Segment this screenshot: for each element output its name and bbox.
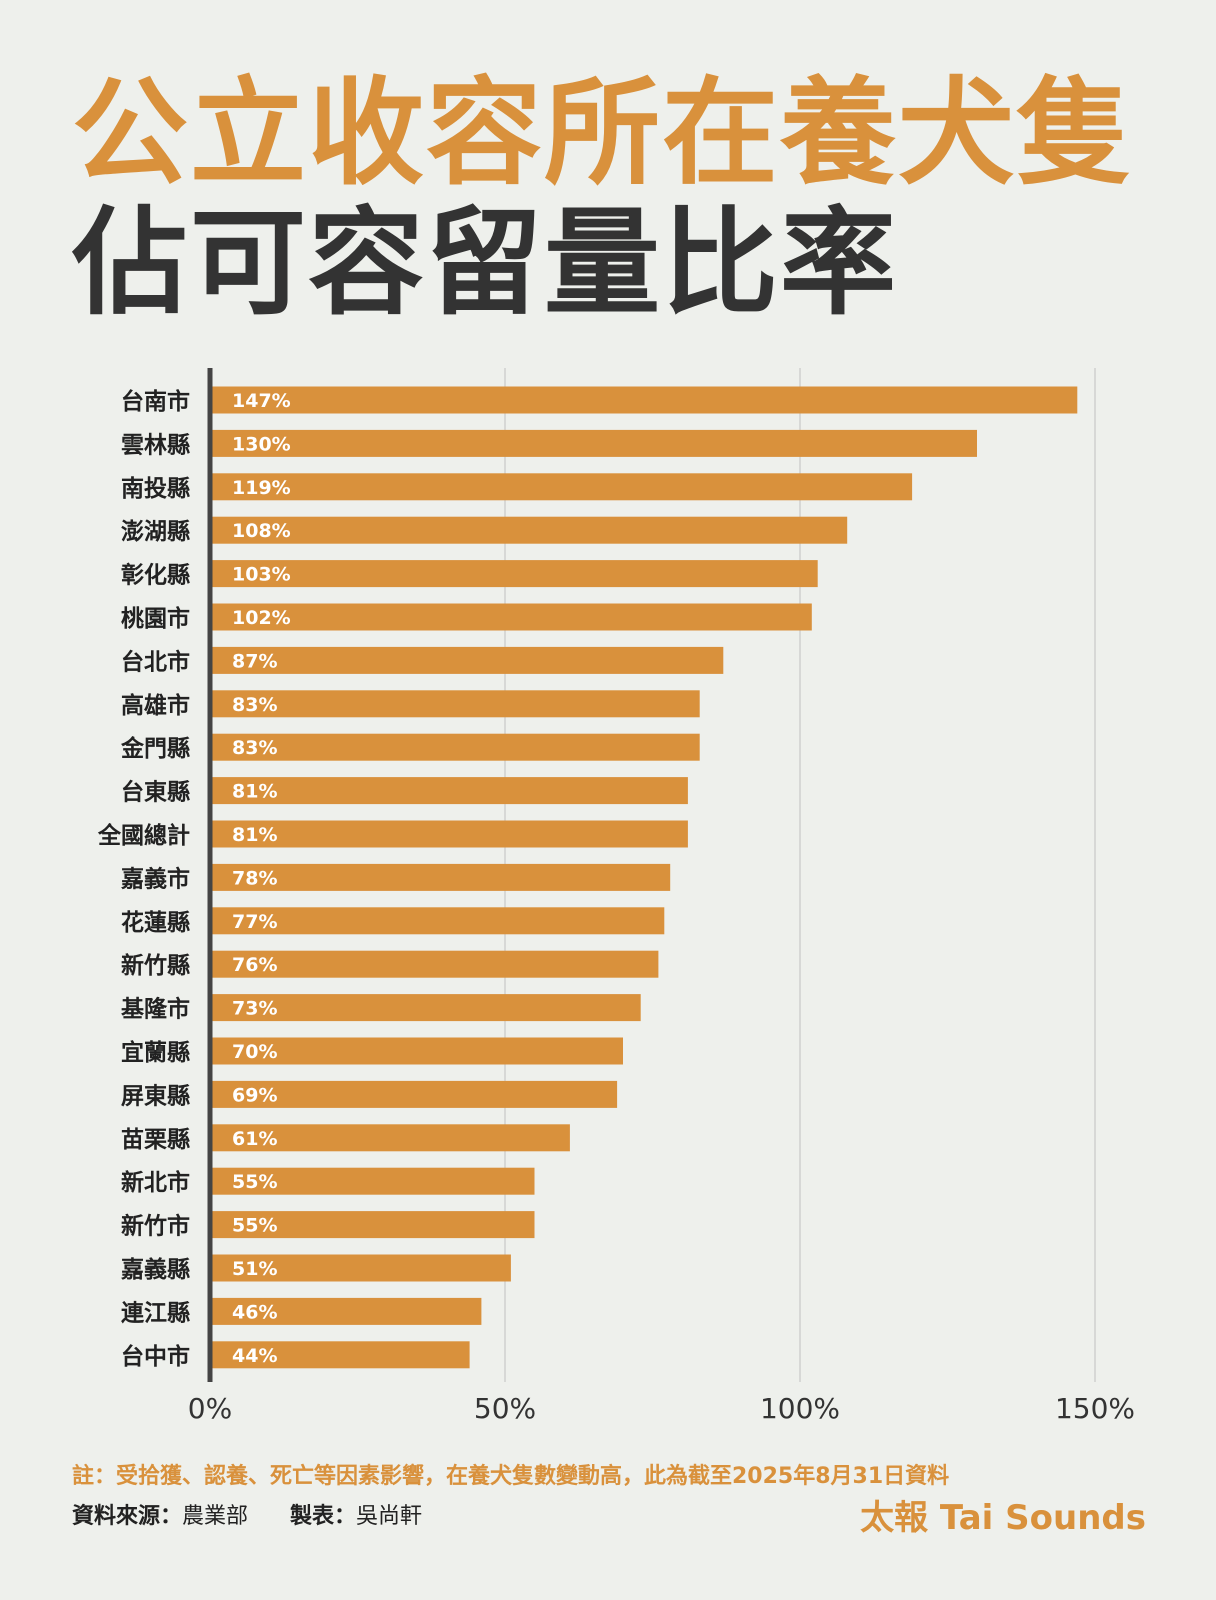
bar-value-label-19: 55% bbox=[232, 1215, 277, 1237]
author-key: 製表： bbox=[290, 1504, 357, 1529]
category-label-21: 連江縣 bbox=[121, 1300, 190, 1326]
category-label-22: 台中市 bbox=[121, 1343, 190, 1370]
bar-10 bbox=[210, 820, 688, 848]
category-label-17: 苗栗縣 bbox=[121, 1127, 190, 1153]
category-label-0: 台南市 bbox=[121, 388, 190, 415]
category-label-3: 澎湖縣 bbox=[121, 519, 190, 545]
bar-4 bbox=[210, 560, 818, 588]
category-label-5: 桃園市 bbox=[121, 605, 190, 632]
category-label-20: 嘉義縣 bbox=[121, 1256, 190, 1283]
x-tick-label-3: 150% bbox=[1055, 1392, 1135, 1425]
source-key: 資料來源： bbox=[72, 1504, 183, 1529]
bar-chart: 147% 台南市 130% 雲林縣 119% 南投縣 108% 澎湖縣 103% 彰化縣 102% 桃… bbox=[97, 368, 1135, 1425]
bar-8 bbox=[210, 733, 700, 761]
bar-value-label-2: 119% bbox=[232, 477, 291, 499]
category-label-15: 宜蘭縣 bbox=[121, 1039, 190, 1066]
bar-12 bbox=[210, 907, 665, 935]
bar-value-label-10: 81% bbox=[232, 824, 277, 846]
category-label-19: 新竹市 bbox=[121, 1213, 190, 1240]
bar-value-label-12: 77% bbox=[232, 911, 277, 933]
footnote: 註：受拾獲、認養、死亡等因素影響，在養犬隻數變動高，此為截至2025年8月31日… bbox=[72, 1464, 950, 1489]
category-label-18: 新北市 bbox=[121, 1169, 190, 1196]
bar-value-label-16: 69% bbox=[232, 1084, 277, 1106]
page-title-line1: 公立收容所在養犬隻 bbox=[72, 66, 1134, 201]
category-label-12: 花蓮縣 bbox=[121, 910, 190, 936]
brand-logo-text: 太報 Tai Sounds bbox=[860, 1498, 1146, 1538]
bar-value-label-5: 102% bbox=[232, 607, 291, 629]
x-tick-label-2: 100% bbox=[760, 1392, 840, 1425]
bar-11 bbox=[210, 863, 671, 891]
bar-1 bbox=[210, 429, 977, 457]
bar-value-label-15: 70% bbox=[232, 1041, 277, 1063]
bar-3 bbox=[210, 516, 848, 544]
bar-0 bbox=[210, 386, 1078, 414]
bar-9 bbox=[210, 777, 688, 805]
x-tick-label-1: 50% bbox=[474, 1392, 536, 1425]
bar-22 bbox=[210, 1341, 470, 1369]
bar-value-label-1: 130% bbox=[232, 433, 291, 455]
bar-value-label-20: 51% bbox=[232, 1258, 277, 1280]
bar-value-label-13: 76% bbox=[232, 954, 277, 976]
category-label-6: 台北市 bbox=[121, 648, 190, 675]
category-label-14: 基隆市 bbox=[121, 996, 190, 1023]
bar-value-label-7: 83% bbox=[232, 694, 277, 716]
bar-value-label-17: 61% bbox=[232, 1128, 277, 1150]
category-label-16: 屏東縣 bbox=[121, 1083, 190, 1109]
bar-2 bbox=[210, 473, 913, 501]
page-title-line2: 佔可容留量比率 bbox=[72, 196, 898, 331]
author-value: 吳尚軒 bbox=[356, 1504, 423, 1529]
bar-17 bbox=[210, 1124, 570, 1152]
category-label-9: 台東縣 bbox=[121, 779, 190, 806]
bar-value-label-4: 103% bbox=[232, 564, 291, 586]
bar-value-label-8: 83% bbox=[232, 737, 277, 759]
category-label-2: 南投縣 bbox=[121, 476, 190, 502]
source-value: 農業部 bbox=[182, 1504, 249, 1529]
bar-value-label-3: 108% bbox=[232, 520, 291, 542]
bar-value-label-6: 87% bbox=[232, 650, 277, 672]
bar-19 bbox=[210, 1211, 535, 1239]
category-label-13: 新竹縣 bbox=[121, 952, 190, 979]
category-label-4: 彰化縣 bbox=[121, 562, 190, 589]
bar-21 bbox=[210, 1297, 482, 1325]
bar-value-label-0: 147% bbox=[232, 390, 291, 412]
bar-value-label-14: 73% bbox=[232, 998, 277, 1020]
category-label-10: 全國總計 bbox=[97, 822, 190, 849]
bar-18 bbox=[210, 1167, 535, 1195]
category-label-8: 金門縣 bbox=[120, 735, 190, 762]
bar-value-label-18: 55% bbox=[232, 1171, 277, 1193]
bar-13 bbox=[210, 950, 659, 978]
category-label-11: 嘉義市 bbox=[121, 865, 190, 892]
x-tick-label-0: 0% bbox=[188, 1392, 232, 1425]
bar-5 bbox=[210, 603, 812, 631]
bar-15 bbox=[210, 1037, 623, 1065]
bar-14 bbox=[210, 994, 641, 1022]
source-line: 資料來源：農業部 製表：吳尚軒 bbox=[72, 1498, 422, 1530]
bar-16 bbox=[210, 1080, 618, 1108]
bar-value-label-11: 78% bbox=[232, 867, 277, 889]
bar-20 bbox=[210, 1254, 511, 1282]
bar-6 bbox=[210, 646, 724, 674]
bar-7 bbox=[210, 690, 700, 718]
bar-value-label-9: 81% bbox=[232, 781, 277, 803]
bar-value-label-21: 46% bbox=[232, 1301, 277, 1323]
category-label-1: 雲林縣 bbox=[121, 431, 190, 458]
category-label-7: 高雄市 bbox=[121, 692, 190, 719]
bar-value-label-22: 44% bbox=[232, 1345, 277, 1367]
